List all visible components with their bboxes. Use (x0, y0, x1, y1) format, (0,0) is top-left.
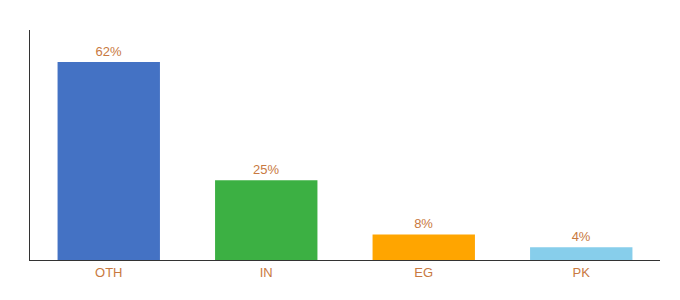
svg-text:25%: 25% (253, 162, 279, 177)
svg-text:OTH: OTH (95, 265, 122, 280)
svg-text:8%: 8% (414, 216, 433, 231)
svg-text:PK: PK (573, 265, 591, 280)
svg-text:4%: 4% (572, 229, 591, 244)
svg-text:EG: EG (414, 265, 433, 280)
svg-text:62%: 62% (96, 44, 122, 59)
svg-text:IN: IN (260, 265, 273, 280)
